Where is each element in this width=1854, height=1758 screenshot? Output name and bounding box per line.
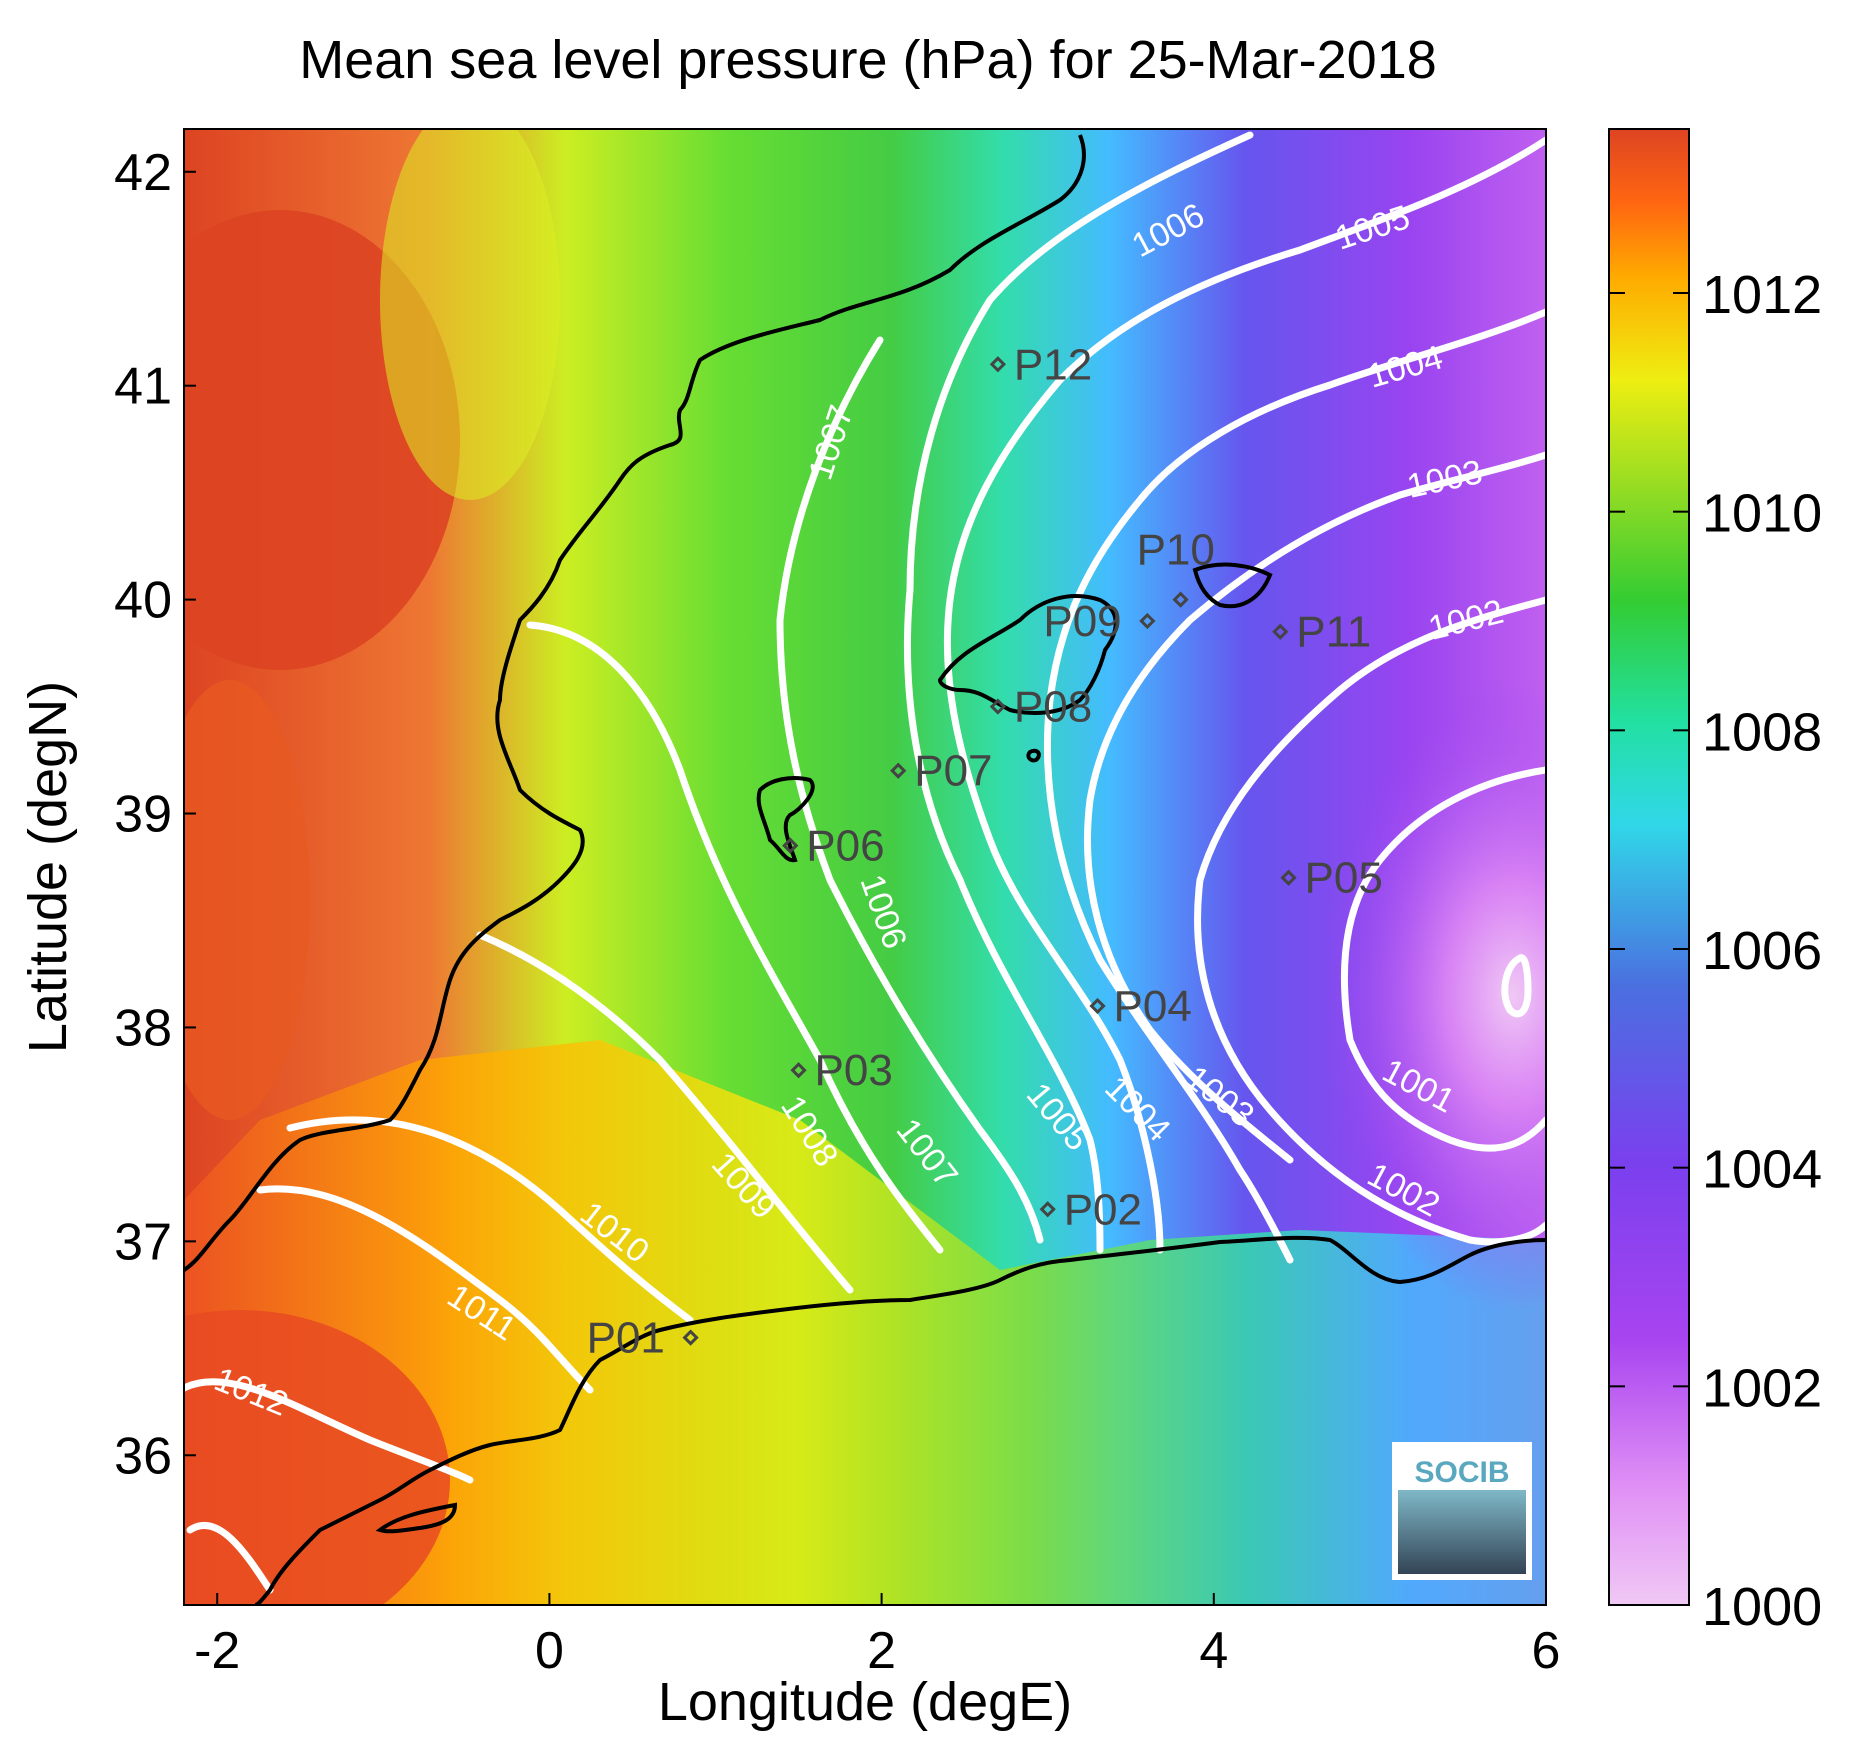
yellow-land-band xyxy=(380,129,560,500)
isobar-1002 xyxy=(1194,596,1546,1246)
x-axis: -2 0 2 4 6 xyxy=(194,1593,1560,1680)
isobar-1012-south xyxy=(186,1521,274,1594)
x-tick-label: 2 xyxy=(867,1622,896,1680)
station-marker xyxy=(1089,997,1106,1015)
high-pressure-southwest xyxy=(184,1310,450,1605)
alboran-island xyxy=(375,1502,458,1534)
colorbar-tick-label: 1004 xyxy=(1702,1140,1822,1200)
north-africa-coastline xyxy=(254,1235,1546,1605)
isobar-1008 xyxy=(526,621,944,1254)
y-tick-label: 40 xyxy=(114,572,172,630)
colorbar-tick-label: 1002 xyxy=(1702,1358,1822,1418)
station-label: P04 xyxy=(1114,982,1192,1031)
station-marker xyxy=(782,837,799,854)
high-pressure-land-area xyxy=(184,680,310,1120)
socib-logo-text: SOCIB xyxy=(1414,1456,1509,1489)
y-axis-label: Latitude (degN) xyxy=(18,681,78,1053)
colorbar-tick-label: 1006 xyxy=(1702,921,1822,981)
y-axis: 42 41 40 39 38 37 36 xyxy=(114,144,196,1485)
isobar-1006 xyxy=(903,131,1254,1254)
x-axis-label: Longitude (degE) xyxy=(658,1672,1072,1732)
isobar-1005 xyxy=(943,136,1546,1254)
station-marker xyxy=(989,356,1007,373)
mallorca-island xyxy=(937,594,1118,715)
station-label: P09 xyxy=(1043,597,1121,646)
y-tick-label: 37 xyxy=(114,1213,172,1271)
station-marker xyxy=(1272,623,1289,640)
station-marker xyxy=(890,762,907,779)
isobar-1009 xyxy=(476,931,854,1294)
low-pressure-center xyxy=(1000,500,1546,1400)
colorbar-tick-label: 1012 xyxy=(1702,265,1822,325)
chart-title: Mean sea level pressure (hPa) for 25-Mar… xyxy=(299,30,1437,90)
station-label: P06 xyxy=(806,822,884,871)
station-label: P02 xyxy=(1064,1185,1142,1234)
map-area: P01 P02 P03 P04 P05 P06 P07 P08 P09 P10 P11 P12 SOC… xyxy=(184,129,1546,1605)
colorbar-tick-label: 1000 xyxy=(1702,1577,1822,1637)
station-marker xyxy=(790,1062,807,1079)
station-marker xyxy=(1139,612,1156,630)
colorbar-ticks: 1012 1010 1008 1006 1004 1002 1000 xyxy=(1609,265,1822,1637)
station-label: P10 xyxy=(1137,526,1215,575)
station-marker xyxy=(1039,1201,1056,1218)
isobar-1012 xyxy=(184,1378,474,1484)
station-marker xyxy=(989,698,1007,715)
ibiza-island xyxy=(756,776,815,863)
colorbar-tick-label: 1010 xyxy=(1702,484,1822,544)
station-label: P11 xyxy=(1296,608,1371,657)
x-tick-label: 0 xyxy=(535,1622,564,1680)
station-label: P08 xyxy=(1014,683,1092,732)
x-tick-label: -2 xyxy=(194,1622,240,1680)
iberian-coastline xyxy=(184,134,1086,1272)
station-label: P12 xyxy=(1014,340,1092,389)
socib-logo: SOCIB xyxy=(1392,1442,1532,1580)
isobar-1004 xyxy=(1043,308,1546,1264)
coastlines xyxy=(184,134,1546,1605)
colorbar: 1012 1010 1008 1006 1004 1002 1000 xyxy=(1608,128,1822,1637)
station-markers: P01 P02 P03 P04 P05 P06 P07 P08 P09 P10 P11 P12 xyxy=(587,340,1383,1362)
station-label: P03 xyxy=(815,1046,893,1095)
station-marker xyxy=(682,1329,699,1346)
x-tick-label: 4 xyxy=(1199,1622,1228,1680)
cabrera-island xyxy=(1026,748,1041,763)
isobar-1000-ring xyxy=(1501,954,1532,1018)
plot-frame xyxy=(183,128,1547,1606)
isobar-1010 xyxy=(286,1116,694,1324)
isobar-1003 xyxy=(1084,451,1546,1164)
station-label: P01 xyxy=(587,1314,665,1363)
station-marker xyxy=(1280,869,1297,886)
colorbar-ramp xyxy=(1608,128,1690,1606)
station-label: P07 xyxy=(914,747,992,796)
isobars xyxy=(184,131,1546,1594)
isobar-1007 xyxy=(776,336,1044,1244)
station-label: P05 xyxy=(1305,854,1383,903)
station-marker xyxy=(1172,591,1189,608)
y-tick-label: 42 xyxy=(114,144,172,202)
y-tick-label: 38 xyxy=(114,999,172,1057)
colorbar-tick-label: 1008 xyxy=(1702,702,1822,762)
y-tick-label: 36 xyxy=(114,1427,172,1485)
menorca-island xyxy=(1192,562,1273,609)
isobar-1001 xyxy=(1340,766,1546,1152)
x-tick-label: 6 xyxy=(1532,1622,1561,1680)
y-tick-label: 41 xyxy=(114,358,172,416)
isobar-1011 xyxy=(256,1185,594,1394)
y-tick-label: 39 xyxy=(114,786,172,844)
